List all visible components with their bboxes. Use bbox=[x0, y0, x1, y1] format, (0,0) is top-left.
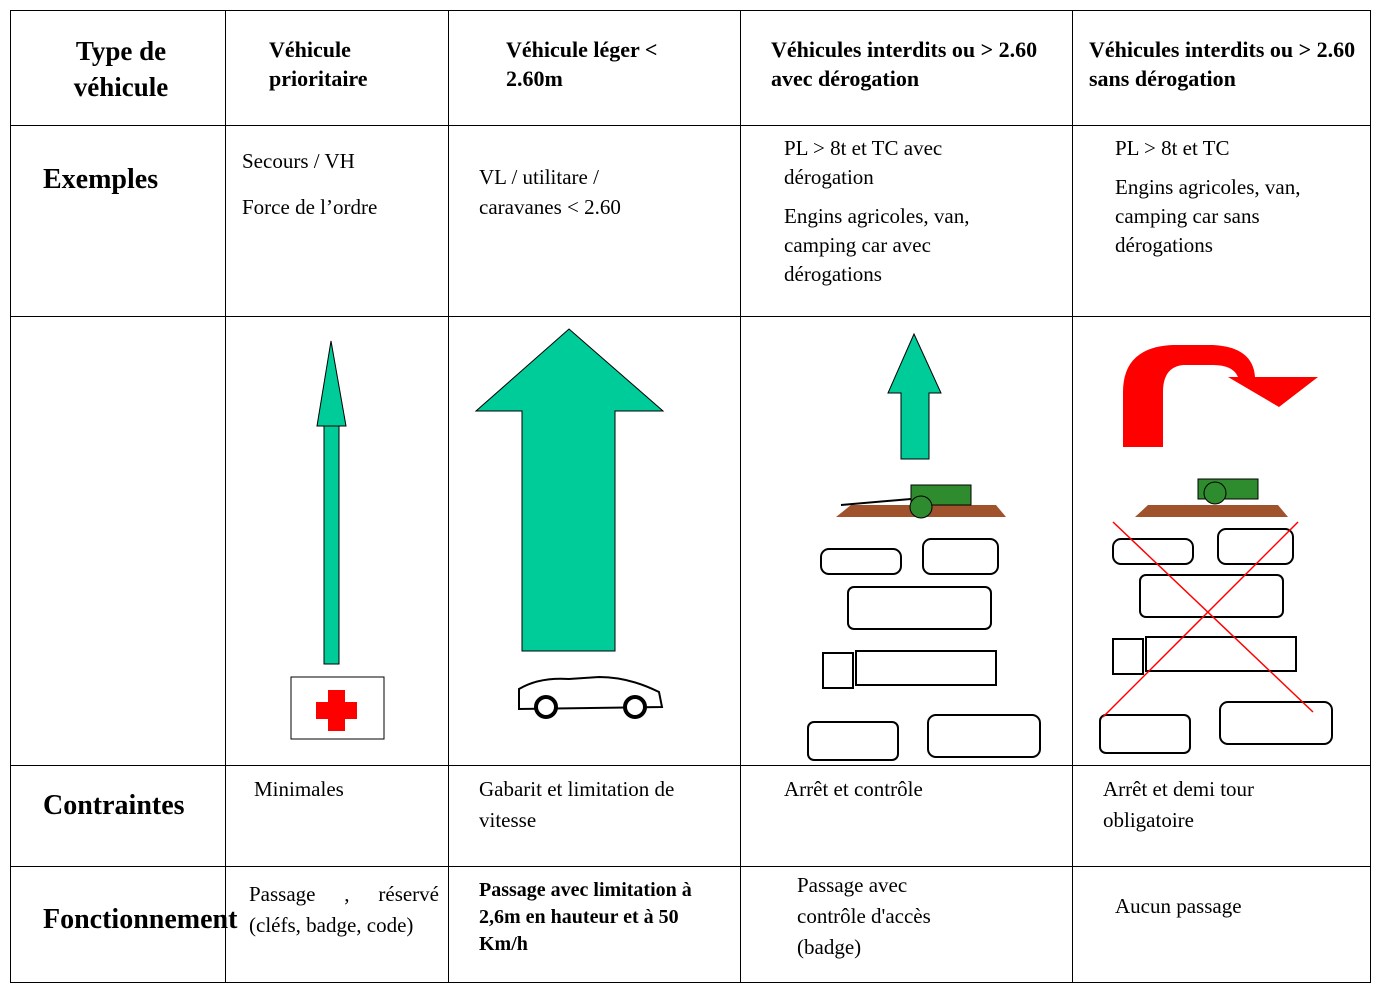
derogation-illustration bbox=[807, 332, 1041, 761]
cell: Passage avec contrôle d'accès (badge) bbox=[797, 870, 957, 979]
cell-text: Engins agricoles, van, camping car avec … bbox=[784, 204, 970, 286]
cell: VL / utilitare / caravanes < 2.60 bbox=[479, 162, 679, 238]
cell-text: PL > 8t et TC avec dérogation bbox=[784, 136, 943, 189]
cell-text: Secours / VH bbox=[242, 149, 355, 173]
cell-text: Force de l’ordre bbox=[242, 195, 378, 219]
cell: Passage avec limitation à 2,6m en hauteu… bbox=[479, 877, 704, 974]
cell: Passage , réservé (cléfs, badge, code) bbox=[249, 879, 439, 957]
cell: Gabarit et limitation de vitesse bbox=[479, 774, 709, 852]
cell: Secours / VH Force de l’ordre bbox=[242, 146, 442, 238]
header-row: Type de véhicule Véhicule prioritaire Vé… bbox=[10, 10, 1371, 126]
light-vehicle-illustration bbox=[474, 328, 665, 719]
cell: Minimales bbox=[254, 774, 444, 820]
row: Fonctionnement Passage , réservé (cléfs,… bbox=[10, 866, 1371, 983]
row-label: Fonctionnement bbox=[43, 904, 238, 935]
header-cell: Véhicule prioritaire bbox=[269, 37, 368, 91]
cell: Arrêt et demi tour obligatoire bbox=[1103, 774, 1303, 852]
cell-text: Gabarit et limitation de vitesse bbox=[479, 777, 675, 832]
row-label: Contraintes bbox=[43, 790, 185, 821]
header-cell: Véhicules interdits ou > 2.60 avec dérog… bbox=[771, 37, 1038, 91]
cell: Aucun passage bbox=[1115, 891, 1345, 937]
cell-text: Engins agricoles, van, camping car sans … bbox=[1115, 175, 1301, 257]
cell-text: Aucun passage bbox=[1115, 894, 1242, 918]
no-derogation-illustration bbox=[1099, 345, 1333, 754]
cell-text: VL / utilitare / caravanes < 2.60 bbox=[479, 165, 621, 219]
cell-text: Passage , réservé (cléfs, badge, code) bbox=[249, 882, 439, 937]
matrix-table: Type de véhicule Véhicule prioritaire Vé… bbox=[10, 10, 1371, 983]
cell-text: Arrêt et demi tour obligatoire bbox=[1103, 777, 1255, 832]
cell: PL > 8t et TC Engins agricoles, van, camp… bbox=[1115, 134, 1315, 276]
priority-illustration bbox=[290, 340, 385, 740]
cell: Arrêt et contrôle bbox=[784, 774, 1034, 820]
cell-text: PL > 8t et TC bbox=[1115, 136, 1230, 160]
row: Contraintes Minimales Gabarit et limitat… bbox=[10, 765, 1371, 867]
header-cell: Véhicule léger < 2.60m bbox=[506, 37, 658, 91]
cell-text: Passage avec contrôle d'accès (badge) bbox=[797, 873, 931, 959]
image-row bbox=[10, 316, 1371, 766]
cell-text: Minimales bbox=[254, 777, 344, 801]
header-cell: Véhicules interdits ou > 2.60 sans dérog… bbox=[1089, 37, 1356, 91]
cell-text: Arrêt et contrôle bbox=[784, 777, 923, 801]
row: Exemples Secours / VH Force de l’ordre VL… bbox=[10, 125, 1371, 317]
tractor bbox=[836, 484, 1006, 519]
row-label: Exemples bbox=[43, 164, 159, 195]
header-cell: Type de véhicule bbox=[73, 36, 169, 102]
cell-text: Passage avec limitation à 2,6m en hauteu… bbox=[479, 879, 692, 955]
cell: PL > 8t et TC avec dérogation Engins agri… bbox=[784, 134, 994, 305]
